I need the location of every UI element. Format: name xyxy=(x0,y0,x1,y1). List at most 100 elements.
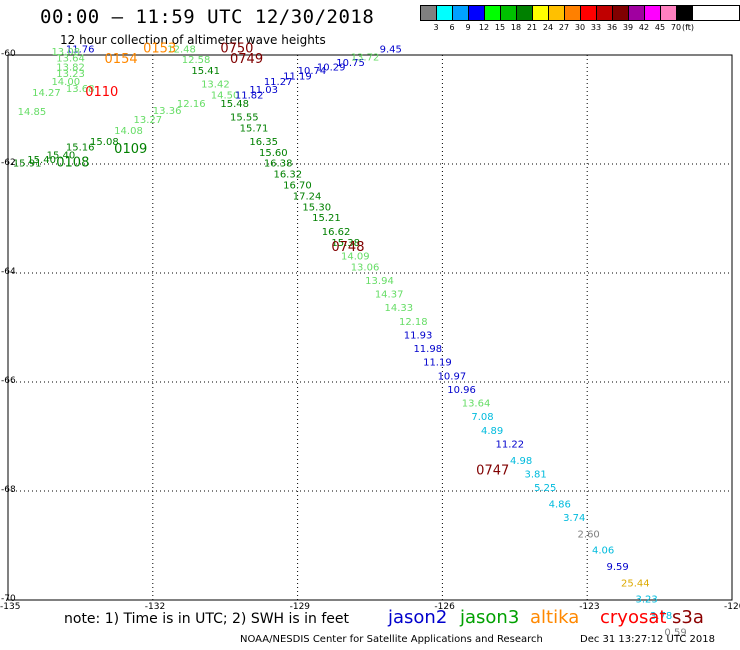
wave-height-value: 14.85 xyxy=(18,107,47,118)
x-tick-label: -132 xyxy=(144,602,166,612)
scale-label: 3 xyxy=(433,23,439,32)
scale-label: 70 xyxy=(670,23,682,32)
scale-swatch xyxy=(485,6,501,20)
pass-time-label: 0748 xyxy=(331,240,364,255)
wave-height-value: 11.19 xyxy=(283,72,312,83)
wave-height-value: 10.97 xyxy=(438,371,467,382)
pass-time-label: 0750 xyxy=(220,41,253,56)
wave-height-value: 16.32 xyxy=(273,170,302,181)
wave-height-value: 13.27 xyxy=(133,115,162,126)
y-tick-label: -70 xyxy=(1,594,16,604)
pass-time-label: 0153 xyxy=(143,41,176,56)
wave-height-value: 13.64 xyxy=(56,54,85,65)
wave-height-value: 13.82 xyxy=(56,62,85,73)
wave-height-points: 11.7613.0813.6413.8213.2314.0013.6814.27… xyxy=(13,44,687,638)
y-tick-label: -64 xyxy=(1,267,16,277)
scale-label: 36 xyxy=(606,23,618,32)
scale-label: 24 xyxy=(542,23,554,32)
wave-height-value: 9.59 xyxy=(607,562,629,573)
scale-label: 33 xyxy=(590,23,602,32)
scale-swatch xyxy=(533,6,549,20)
satellite-legend-s3a: s3a xyxy=(672,607,704,628)
wave-height-value: 2.60 xyxy=(578,529,600,540)
x-tick-label: -126 xyxy=(434,602,455,612)
wave-height-value: 15.41 xyxy=(191,66,220,77)
wave-height-value: 12.58 xyxy=(182,55,211,66)
wave-height-value: 11.27 xyxy=(264,77,293,88)
wave-height-value: 3.74 xyxy=(563,513,585,524)
wave-height-value: 14.09 xyxy=(341,251,370,262)
wave-height-value: 25.44 xyxy=(621,578,650,589)
scale-label: 45 xyxy=(654,23,666,32)
scale-swatch xyxy=(469,6,485,20)
wave-height-value: 14.08 xyxy=(114,126,143,137)
satellite-legend-altika: altika xyxy=(530,607,580,628)
wave-height-value: 17.24 xyxy=(293,191,322,202)
scale-label: 15 xyxy=(494,23,506,32)
x-tick-label: -123 xyxy=(579,602,600,612)
wave-height-value: 14.33 xyxy=(384,303,413,314)
wave-height-value: 15.16 xyxy=(66,142,95,153)
wave-height-value: 15.91 xyxy=(13,159,42,170)
scale-label: 6 xyxy=(449,23,455,32)
wave-height-value: 10.96 xyxy=(447,385,476,396)
wave-height-value: 14.50 xyxy=(211,91,240,102)
wave-height-value: 4.89 xyxy=(481,426,503,437)
wave-height-value: 11.98 xyxy=(413,344,442,355)
wave-height-value: 15.40 xyxy=(47,151,76,162)
x-tick-label: -120 xyxy=(724,602,740,612)
scale-label: 12 xyxy=(478,23,490,32)
wave-height-value: 15.55 xyxy=(230,112,259,123)
wave-height-value: 4.86 xyxy=(549,499,571,510)
scale-label: 42 xyxy=(638,23,650,32)
satellite-legend-cryosat: cryosat xyxy=(600,607,667,628)
scale-swatch xyxy=(645,6,661,20)
wave-height-value: 15.60 xyxy=(259,148,288,159)
pass-time-label: 0109 xyxy=(114,142,147,157)
scale-label: 18 xyxy=(510,23,522,32)
satellite-legend-jason3: jason3 xyxy=(460,607,520,628)
wave-height-value: 9.45 xyxy=(380,44,402,55)
wave-height-value: 13.94 xyxy=(365,276,394,287)
wave-height-value: 10.74 xyxy=(298,66,327,77)
scale-label: 27 xyxy=(558,23,570,32)
y-tick-label: -62 xyxy=(1,158,16,168)
scale-swatch xyxy=(629,6,645,20)
scale-swatch xyxy=(549,6,565,20)
map-grid xyxy=(7,54,733,601)
wave-height-value: 11.82 xyxy=(235,91,264,102)
y-tick-label: -68 xyxy=(1,485,16,495)
wave-height-value: 13.08 xyxy=(51,47,80,58)
wave-height-value: 12.16 xyxy=(177,99,206,110)
color-scale-boxes xyxy=(420,5,740,21)
wave-height-value: 13.64 xyxy=(462,399,491,410)
wave-height-value: 13.23 xyxy=(56,69,85,80)
wave-height-value: 16.70 xyxy=(283,181,312,192)
x-tick-label: -135 xyxy=(0,602,21,612)
scale-label: 9 xyxy=(465,23,471,32)
scale-swatch xyxy=(581,6,597,20)
pass-time-label: 0108 xyxy=(56,156,89,171)
scale-swatch xyxy=(677,6,693,20)
wave-height-value: 11.22 xyxy=(495,439,524,450)
wave-height-value: 13.68 xyxy=(66,84,95,95)
wave-height-value: 10.75 xyxy=(336,58,365,69)
scale-swatch xyxy=(565,6,581,20)
wave-height-value: 15.40 xyxy=(27,155,56,166)
wave-height-value: 13.06 xyxy=(351,262,380,273)
wave-height-value: 3.23 xyxy=(635,595,657,606)
color-scale-legend: 3 6 9 12 15 18 21 24 27 30 33 36 39 42 45 70 (ft) xyxy=(420,5,740,33)
scale-swatch xyxy=(453,6,469,20)
wave-height-value: 15.21 xyxy=(312,213,341,224)
map-frame xyxy=(7,54,733,601)
generation-timestamp: Dec 31 13:27:12 UTC 2018 xyxy=(580,634,715,645)
wave-height-value: 12.18 xyxy=(399,317,428,328)
pass-time-label: 0749 xyxy=(230,52,263,67)
wave-height-value: 15.48 xyxy=(220,99,249,110)
scale-swatch xyxy=(421,6,437,20)
scale-swatch xyxy=(517,6,533,20)
scale-swatch xyxy=(613,6,629,20)
wave-height-value: 14.37 xyxy=(375,290,404,301)
wave-height-value: 14.00 xyxy=(51,77,80,88)
wave-height-value: 7.08 xyxy=(471,412,493,423)
